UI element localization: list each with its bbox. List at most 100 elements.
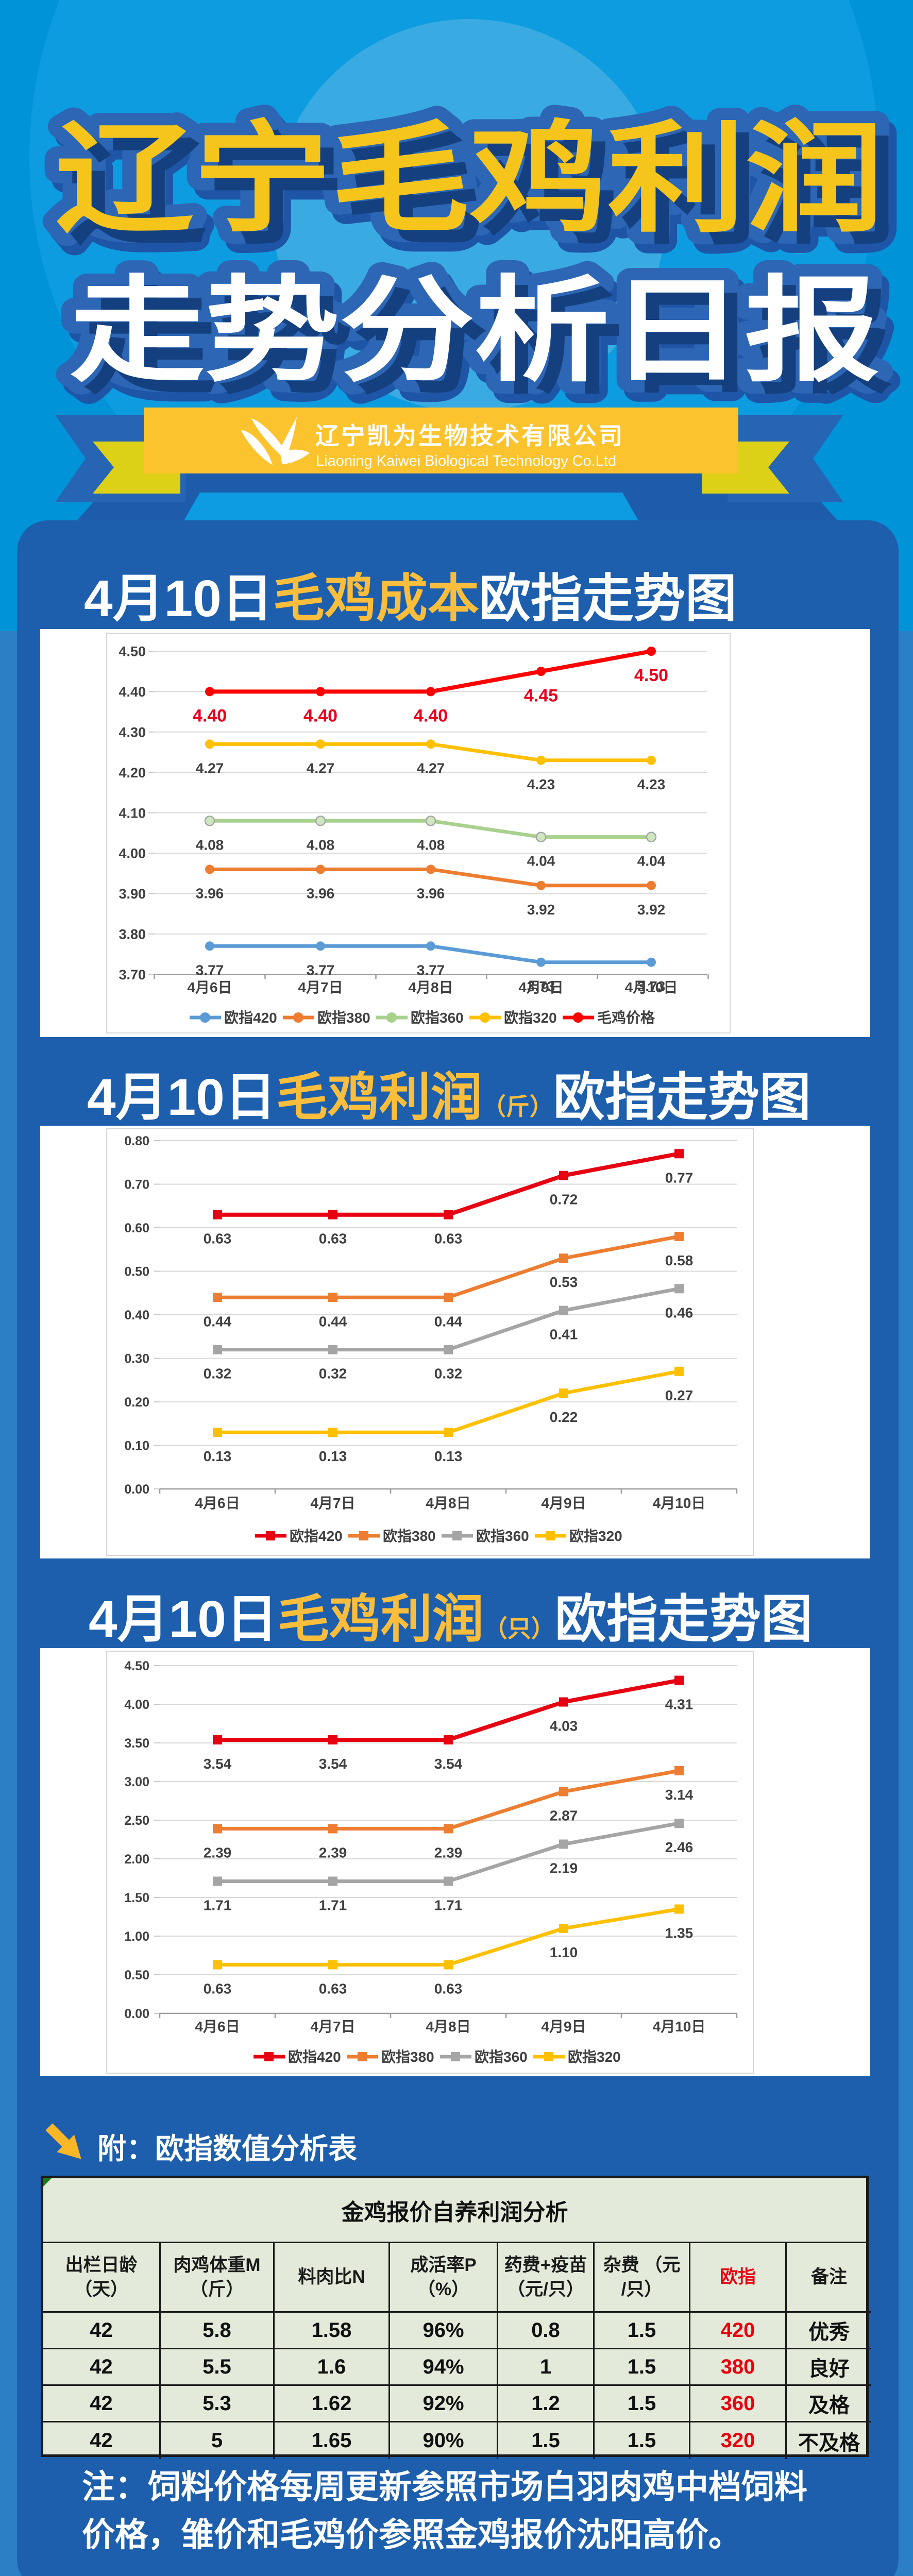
svg-text:欧指380: 欧指380 xyxy=(317,1010,370,1026)
svg-text:4.10: 4.10 xyxy=(119,805,146,821)
svg-text:1.50: 1.50 xyxy=(124,1891,149,1905)
svg-text:1.71: 1.71 xyxy=(434,1897,463,1913)
svg-text:欧指420: 欧指420 xyxy=(288,2049,341,2065)
svg-text:Liaoning Kaiwei Biological Tec: Liaoning Kaiwei Biological Technology Co… xyxy=(316,453,616,469)
svg-text:4月9日: 4月9日 xyxy=(541,2019,586,2035)
svg-text:4.50: 4.50 xyxy=(124,1659,149,1673)
svg-text:欧指360: 欧指360 xyxy=(475,2049,528,2065)
svg-text:0.13: 0.13 xyxy=(434,1448,463,1464)
svg-text:4月7日: 4月7日 xyxy=(310,1495,355,1511)
svg-text:欧指380: 欧指380 xyxy=(381,2049,434,2065)
svg-text:4.40: 4.40 xyxy=(119,684,146,700)
svg-text:3.70: 3.70 xyxy=(119,967,146,982)
svg-text:4月8日: 4月8日 xyxy=(426,1495,470,1511)
svg-text:0.70: 0.70 xyxy=(124,1178,149,1192)
svg-text:4月8日: 4月8日 xyxy=(408,979,453,995)
svg-text:欧指360: 欧指360 xyxy=(411,1010,464,1026)
svg-text:4月7日: 4月7日 xyxy=(310,2019,355,2035)
svg-text:1.35: 1.35 xyxy=(665,1925,694,1941)
svg-text:0.50: 0.50 xyxy=(124,1968,149,1982)
svg-text:0.32: 0.32 xyxy=(319,1366,347,1382)
svg-text:0.22: 0.22 xyxy=(550,1409,578,1425)
svg-text:4.23: 4.23 xyxy=(637,776,666,792)
svg-text:走势分析日报: 走势分析日报 xyxy=(70,267,880,395)
svg-text:4月6日: 4月6日 xyxy=(187,979,232,995)
svg-text:欧指360: 欧指360 xyxy=(476,1528,529,1544)
svg-text:4.27: 4.27 xyxy=(417,760,445,776)
svg-text:3.92: 3.92 xyxy=(637,902,666,918)
svg-text:0.63: 0.63 xyxy=(319,1981,347,1997)
svg-text:0.13: 0.13 xyxy=(204,1448,232,1464)
svg-text:0.40: 0.40 xyxy=(124,1308,149,1323)
svg-text:2.00: 2.00 xyxy=(124,1852,149,1867)
svg-text:0.60: 0.60 xyxy=(124,1221,149,1235)
svg-text:4.40: 4.40 xyxy=(414,706,448,726)
svg-text:走势分析日报: 走势分析日报 xyxy=(77,277,887,404)
svg-text:欧指420: 欧指420 xyxy=(290,1528,343,1544)
svg-text:4.08: 4.08 xyxy=(307,837,335,853)
svg-text:4.27: 4.27 xyxy=(307,760,335,776)
svg-text:3.73: 3.73 xyxy=(637,978,666,994)
svg-text:0.80: 0.80 xyxy=(124,1134,149,1148)
svg-text:3.96: 3.96 xyxy=(307,885,335,901)
svg-text:0.63: 0.63 xyxy=(204,1231,232,1247)
svg-text:0.32: 0.32 xyxy=(434,1366,463,1382)
svg-text:毛鸡价格: 毛鸡价格 xyxy=(597,1009,655,1026)
svg-text:2.46: 2.46 xyxy=(665,1839,694,1855)
svg-text:4.00: 4.00 xyxy=(124,1698,149,1712)
svg-text:3.77: 3.77 xyxy=(417,962,445,978)
svg-text:3.54: 3.54 xyxy=(204,1756,232,1772)
svg-text:0.30: 0.30 xyxy=(124,1352,149,1366)
svg-text:1.71: 1.71 xyxy=(319,1897,347,1913)
svg-text:0.20: 0.20 xyxy=(124,1395,149,1410)
svg-text:0.44: 0.44 xyxy=(434,1313,463,1329)
svg-text:2.19: 2.19 xyxy=(550,1860,578,1876)
svg-text:3.00: 3.00 xyxy=(124,1775,149,1789)
svg-text:0.00: 0.00 xyxy=(124,2007,149,2021)
svg-text:4.03: 4.03 xyxy=(550,1718,578,1734)
svg-text:4.23: 4.23 xyxy=(527,776,555,792)
svg-text:4.45: 4.45 xyxy=(524,686,558,705)
svg-text:3.73: 3.73 xyxy=(527,978,555,994)
svg-text:2.39: 2.39 xyxy=(319,1845,347,1861)
svg-text:3.54: 3.54 xyxy=(319,1756,347,1772)
svg-text:欧指380: 欧指380 xyxy=(383,1528,436,1544)
svg-text:走势分析日报: 走势分析日报 xyxy=(70,267,880,395)
svg-text:4.40: 4.40 xyxy=(303,706,337,726)
svg-text:0.72: 0.72 xyxy=(550,1192,578,1208)
svg-text:4.27: 4.27 xyxy=(196,760,224,776)
svg-text:4月8日: 4月8日 xyxy=(426,2019,470,2035)
svg-text:4.50: 4.50 xyxy=(634,666,668,685)
svg-text:辽宁凯为生物技术有限公司: 辽宁凯为生物技术有限公司 xyxy=(315,422,624,449)
svg-text:辽宁毛鸡利润: 辽宁毛鸡利润 xyxy=(55,112,884,246)
svg-text:4月10日: 4月10日 xyxy=(625,979,678,995)
svg-text:0.63: 0.63 xyxy=(204,1981,232,1997)
svg-text:2.87: 2.87 xyxy=(550,1808,578,1824)
svg-text:0.46: 0.46 xyxy=(665,1304,694,1320)
svg-text:3.80: 3.80 xyxy=(119,927,146,942)
svg-text:4.08: 4.08 xyxy=(417,837,445,853)
svg-text:4.30: 4.30 xyxy=(119,725,146,740)
svg-text:2.39: 2.39 xyxy=(204,1845,232,1861)
svg-text:4月7日: 4月7日 xyxy=(298,979,343,995)
svg-text:4.50: 4.50 xyxy=(119,644,146,659)
svg-text:0.63: 0.63 xyxy=(434,1981,463,1997)
svg-text:0.77: 0.77 xyxy=(665,1170,694,1185)
svg-text:辽宁毛鸡利润: 辽宁毛鸡利润 xyxy=(69,125,897,259)
svg-text:0.41: 0.41 xyxy=(550,1327,578,1343)
svg-text:3.77: 3.77 xyxy=(307,962,335,978)
svg-text:4月9日: 4月9日 xyxy=(518,979,563,995)
svg-text:0.13: 0.13 xyxy=(319,1448,347,1464)
svg-text:2.39: 2.39 xyxy=(434,1845,463,1861)
svg-text:4.31: 4.31 xyxy=(665,1697,694,1713)
svg-text:0.32: 0.32 xyxy=(204,1366,232,1382)
svg-text:3.96: 3.96 xyxy=(417,885,445,901)
svg-text:1.00: 1.00 xyxy=(124,1929,149,1944)
svg-text:0.44: 0.44 xyxy=(319,1313,347,1329)
svg-text:3.54: 3.54 xyxy=(434,1756,463,1772)
svg-text:3.14: 3.14 xyxy=(665,1787,694,1803)
svg-text:4.04: 4.04 xyxy=(527,853,555,869)
svg-text:0.27: 0.27 xyxy=(665,1387,694,1403)
svg-text:0.50: 0.50 xyxy=(124,1265,149,1279)
svg-text:4.20: 4.20 xyxy=(119,765,146,781)
